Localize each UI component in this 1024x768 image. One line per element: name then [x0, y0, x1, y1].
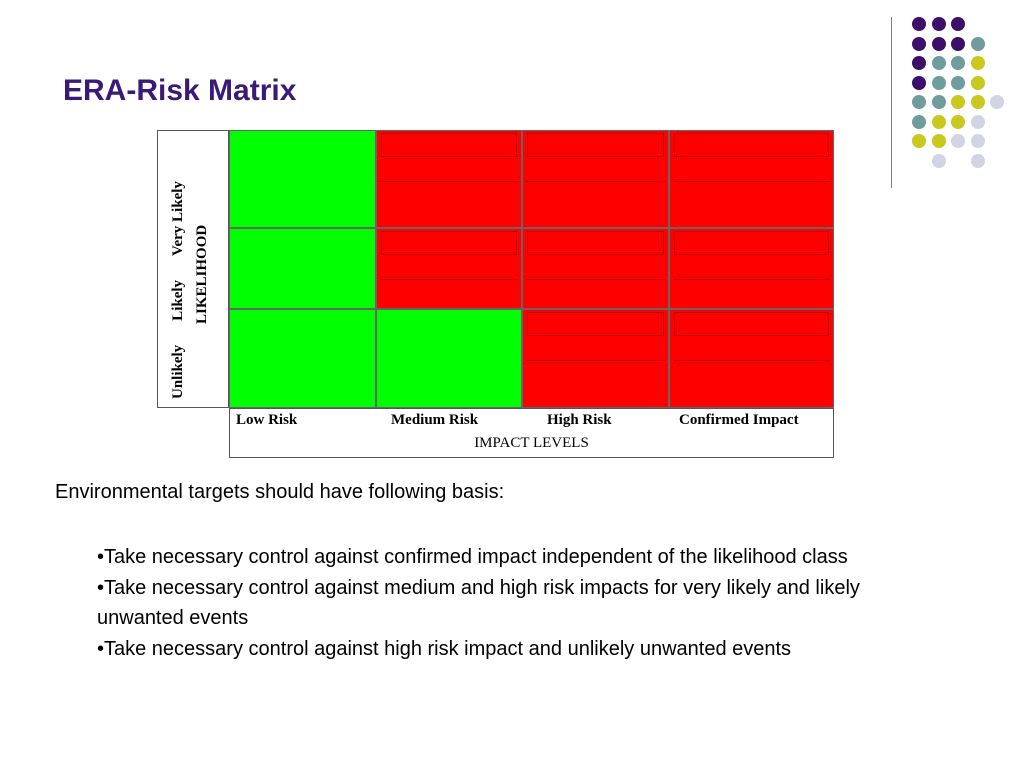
- decorative-dot: [970, 114, 985, 129]
- cell-inner-line: [380, 181, 518, 182]
- bullet-item: •Take necessary control against medium a…: [97, 576, 860, 630]
- decorative-dot: [912, 56, 926, 70]
- likelihood-class-likely: Likely: [170, 279, 186, 321]
- impact-level-medium: Medium Risk: [391, 412, 479, 428]
- decorative-dot: [931, 153, 946, 168]
- impact-axis-title: IMPACT LEVELS: [474, 435, 589, 451]
- cell-inner-frame: [674, 231, 829, 255]
- cell-inner-frame: [381, 133, 517, 157]
- matrix-cell-likely-low-risk: [229, 228, 376, 309]
- decorative-dot: [970, 134, 985, 148]
- cell-inner-line: [673, 279, 830, 280]
- matrix-cell-unlikely-low-risk: [229, 309, 376, 408]
- likelihood-class-unlikely: Unlikely: [170, 344, 186, 399]
- cell-inner-line: [673, 181, 830, 182]
- decorative-dot: [951, 134, 965, 148]
- decorative-dot: [970, 153, 985, 168]
- bullet-item: •Take necessary control against confirme…: [97, 546, 848, 568]
- likelihood-classes-label: Unlikely Likely Very Likely: [170, 181, 187, 399]
- decorative-dot: [970, 36, 985, 51]
- decorative-dot: [931, 17, 946, 31]
- matrix-cell-unlikely-medium-risk: [376, 309, 522, 408]
- impact-level-low: Low Risk: [236, 412, 298, 428]
- decorative-dot: [931, 114, 946, 129]
- matrix-cell-likely-high-risk: [522, 228, 669, 309]
- matrix-cell-unlikely-high-risk: [522, 309, 669, 408]
- decorative-dot: [912, 17, 926, 31]
- likelihood-class-very-likely: Very Likely: [170, 181, 186, 256]
- decorative-dot: [931, 36, 946, 51]
- cell-inner-line: [526, 181, 665, 182]
- matrix-cell-likely-confirmed-impact: [669, 228, 834, 309]
- decorative-dot: [990, 95, 1004, 109]
- decorative-divider-line: [891, 17, 892, 188]
- matrix-cell-very-likely-low-risk: [229, 130, 376, 228]
- cell-inner-frame: [674, 312, 829, 336]
- cell-inner-frame: [527, 231, 664, 255]
- basis-intro-text: Environmental targets should have follow…: [55, 481, 505, 503]
- cell-inner-frame: [527, 133, 664, 157]
- impact-level-high: High Risk: [547, 412, 612, 428]
- cell-inner-frame: [674, 133, 829, 157]
- matrix-cell-very-likely-medium-risk: [376, 130, 522, 228]
- decorative-dot: [951, 17, 965, 31]
- decorative-dot: [951, 75, 965, 90]
- likelihood-axis-title: LIKELIHOOD: [194, 224, 210, 324]
- cell-inner-frame: [527, 312, 664, 336]
- decorative-dot: [931, 56, 946, 70]
- impact-level-confirmed: Confirmed Impact: [679, 412, 799, 428]
- cell-inner-frame: [381, 231, 517, 255]
- decorative-dot: [970, 75, 985, 90]
- decorative-dot: [931, 75, 946, 90]
- bullet-item: •Take necessary control against high ris…: [97, 637, 792, 660]
- decorative-dot: [912, 114, 926, 129]
- cell-inner-line: [526, 279, 665, 280]
- decorative-dot: [912, 95, 926, 109]
- matrix-cell-likely-medium-risk: [376, 228, 522, 309]
- decorative-dot: [931, 134, 946, 148]
- decorative-dot: [931, 95, 946, 109]
- decorative-dot: [970, 95, 985, 109]
- decorative-dot: [951, 56, 965, 70]
- decorative-dot: [912, 75, 926, 90]
- likelihood-axis-panel: Unlikely Likely Very Likely LIKELIHOOD: [157, 130, 229, 408]
- matrix-cell-very-likely-confirmed-impact: [669, 130, 834, 228]
- cell-inner-line: [526, 360, 665, 361]
- decorative-dot: [951, 114, 965, 129]
- matrix-cell-unlikely-confirmed-impact: [669, 309, 834, 408]
- basis-bullet-list: •Take necessary control against confirme…: [97, 542, 917, 664]
- decorative-dot: [951, 95, 965, 109]
- slide-title: ERA-Risk Matrix: [63, 74, 297, 107]
- impact-axis-panel: Low Risk Medium Risk High Risk Confirmed…: [229, 408, 834, 458]
- decorative-dot: [970, 56, 985, 70]
- matrix-cell-very-likely-high-risk: [522, 130, 669, 228]
- decorative-dot: [912, 134, 926, 148]
- cell-inner-line: [380, 279, 518, 280]
- decorative-dot: [951, 36, 965, 51]
- cell-inner-line: [673, 360, 830, 361]
- decorative-dot: [912, 36, 926, 51]
